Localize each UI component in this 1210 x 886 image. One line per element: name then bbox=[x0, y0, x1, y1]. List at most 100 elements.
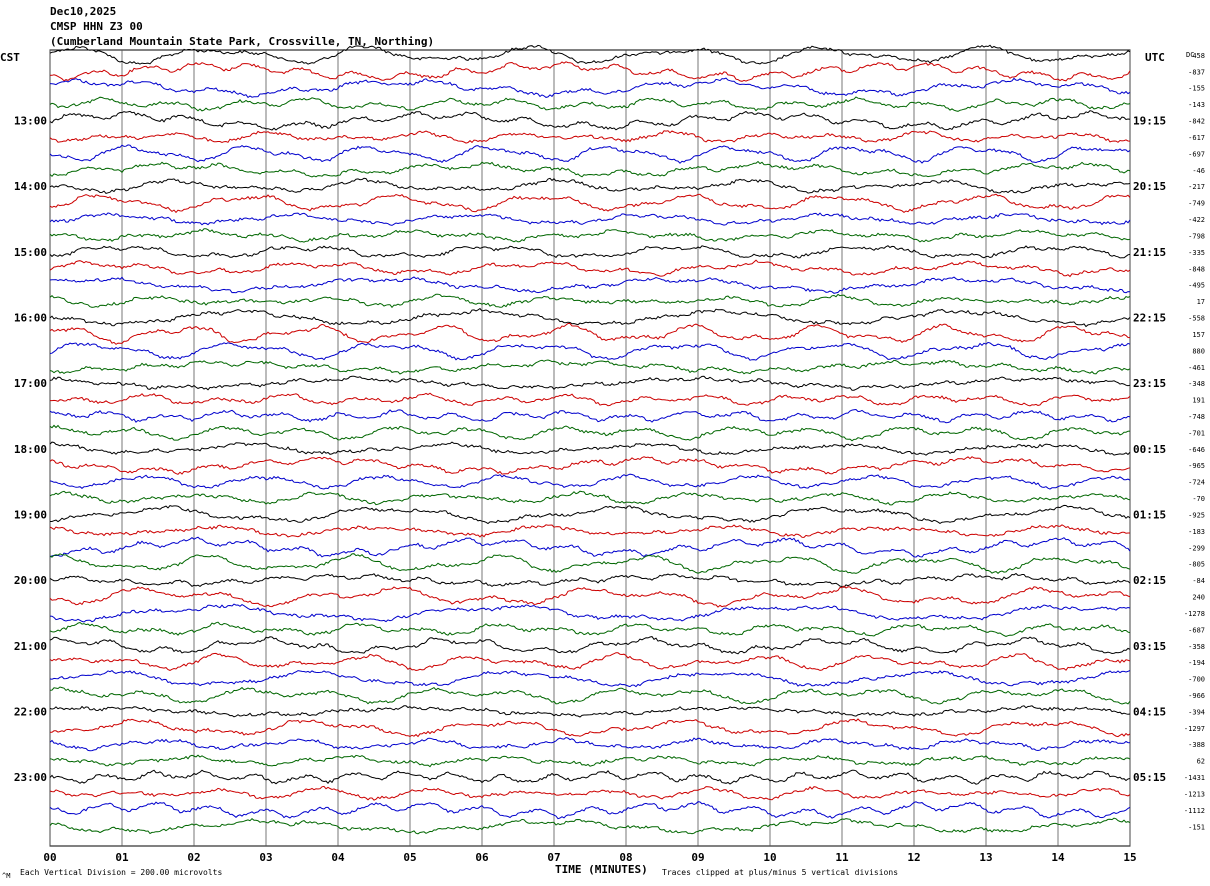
x-tick-label: 09 bbox=[691, 851, 704, 864]
dc-offset-label: -558 bbox=[1188, 315, 1205, 323]
x-tick-label: 07 bbox=[547, 851, 560, 864]
x-tick-label: 14 bbox=[1051, 851, 1065, 864]
dc-offset-label: -183 bbox=[1188, 528, 1205, 536]
x-tick-label: 03 bbox=[259, 851, 272, 864]
x-tick-label: 12 bbox=[907, 851, 920, 864]
x-tick-label: 10 bbox=[763, 851, 776, 864]
dc-offset-label: -749 bbox=[1188, 200, 1205, 208]
x-tick-label: 13 bbox=[979, 851, 992, 864]
dc-offset-label: -46 bbox=[1192, 167, 1205, 175]
utc-hour-label: 22:15 bbox=[1133, 312, 1166, 325]
cst-hour-label: 19:00 bbox=[14, 508, 47, 521]
x-tick-label: 02 bbox=[187, 851, 200, 864]
trace-line bbox=[49, 323, 1131, 345]
trace-line bbox=[49, 621, 1131, 637]
dc-offset-label: 240 bbox=[1192, 594, 1205, 602]
dc-offset-label: 62 bbox=[1197, 758, 1205, 766]
trace-line bbox=[49, 375, 1131, 391]
trace-line bbox=[49, 193, 1131, 214]
trace-line bbox=[49, 77, 1131, 99]
x-tick-label: 15 bbox=[1123, 851, 1136, 864]
dc-offset-label: -422 bbox=[1188, 216, 1205, 224]
dc-offset-label: -798 bbox=[1188, 232, 1205, 240]
dc-offset-label: -194 bbox=[1188, 659, 1205, 667]
trace-line bbox=[49, 307, 1131, 328]
trace-line bbox=[49, 490, 1131, 506]
trace-line bbox=[49, 572, 1131, 588]
dc-offset-label: -701 bbox=[1188, 429, 1205, 437]
x-tick-label: 01 bbox=[115, 851, 129, 864]
trace-line bbox=[49, 408, 1131, 424]
dc-offset-label: 458 bbox=[1192, 52, 1205, 60]
dc-offset-label: -388 bbox=[1188, 741, 1205, 749]
plot-frame bbox=[49, 49, 1131, 847]
trace-line bbox=[49, 801, 1131, 820]
trace-line bbox=[49, 603, 1131, 623]
dc-offset-label: -697 bbox=[1188, 150, 1205, 158]
seismic-traces bbox=[49, 44, 1131, 835]
dc-offset-label: 880 bbox=[1192, 347, 1205, 355]
dc-offset-label: -151 bbox=[1188, 823, 1205, 831]
trace-line bbox=[50, 392, 1131, 407]
trace-line bbox=[49, 718, 1131, 738]
x-tick-label: 04 bbox=[331, 851, 345, 864]
dc-offset-label: -217 bbox=[1188, 183, 1205, 191]
dc-offset-label: -143 bbox=[1188, 101, 1205, 109]
trace-line bbox=[49, 536, 1131, 558]
cst-hour-label: 21:00 bbox=[14, 640, 47, 653]
x-tick-label: 00 bbox=[43, 851, 56, 864]
trace-line bbox=[49, 705, 1131, 718]
x-axis-label: TIME (MINUTES) bbox=[555, 863, 648, 876]
trace-line bbox=[49, 359, 1131, 375]
cst-hour-label: 16:00 bbox=[14, 312, 47, 325]
trace-line bbox=[49, 276, 1131, 294]
trace-line bbox=[49, 44, 1131, 65]
dc-offset-label: -495 bbox=[1188, 282, 1205, 290]
trace-line bbox=[49, 652, 1131, 672]
cst-hour-label: 22:00 bbox=[14, 705, 47, 718]
dc-offset-label: -461 bbox=[1188, 364, 1205, 372]
utc-hour-label: 20:15 bbox=[1133, 180, 1166, 193]
dc-offset-label: -1431 bbox=[1184, 774, 1205, 782]
dc-offset-label: -842 bbox=[1188, 118, 1205, 126]
trace-line bbox=[49, 245, 1131, 259]
utc-hour-label: 19:15 bbox=[1133, 115, 1166, 128]
trace-line bbox=[49, 144, 1131, 164]
dc-offset-label: -1297 bbox=[1184, 725, 1205, 733]
utc-hour-label: 23:15 bbox=[1133, 377, 1166, 390]
trace-line bbox=[49, 754, 1131, 768]
utc-hour-label: 02:15 bbox=[1133, 574, 1166, 587]
header-station: CMSP HHN Z3 00 bbox=[50, 20, 143, 33]
x-tick-label: 11 bbox=[835, 851, 849, 864]
dc-offset-label: -848 bbox=[1188, 265, 1205, 273]
dc-offset-label: -617 bbox=[1188, 134, 1205, 142]
trace-line bbox=[49, 228, 1131, 243]
dc-offset-label: -925 bbox=[1188, 511, 1205, 519]
cst-hour-label: 15:00 bbox=[14, 246, 47, 259]
trace-line bbox=[49, 110, 1131, 131]
cst-hour-label: 13:00 bbox=[14, 115, 47, 128]
x-tick-label: 06 bbox=[475, 851, 489, 864]
footer-corner-mark: ^M bbox=[2, 872, 10, 880]
trace-line bbox=[49, 669, 1131, 688]
trace-line bbox=[49, 160, 1131, 178]
trace-line bbox=[49, 456, 1131, 475]
right-axis-label: UTC bbox=[1145, 51, 1165, 64]
dc-offset-label: -335 bbox=[1188, 249, 1205, 257]
utc-hour-label: 05:15 bbox=[1133, 771, 1166, 784]
cst-hour-label: 18:00 bbox=[14, 443, 47, 456]
footer-clip-note: Traces clipped at plus/minus 5 vertical … bbox=[662, 868, 898, 877]
dc-offset-label: -394 bbox=[1188, 708, 1205, 716]
trace-line bbox=[49, 686, 1131, 705]
trace-line bbox=[49, 769, 1131, 785]
trace-line bbox=[49, 524, 1130, 538]
cst-hour-label: 14:00 bbox=[14, 180, 47, 193]
trace-line bbox=[49, 585, 1131, 608]
dc-offset-label: -687 bbox=[1188, 626, 1205, 634]
trace-line bbox=[49, 441, 1131, 456]
cst-time-labels: 13:00 14:00 15:00 16:00 17:00 18:00 19:00 20:00… bbox=[14, 115, 47, 784]
trace-line bbox=[49, 130, 1131, 144]
trace-line bbox=[49, 177, 1131, 194]
dc-offset-label: -837 bbox=[1188, 68, 1205, 76]
